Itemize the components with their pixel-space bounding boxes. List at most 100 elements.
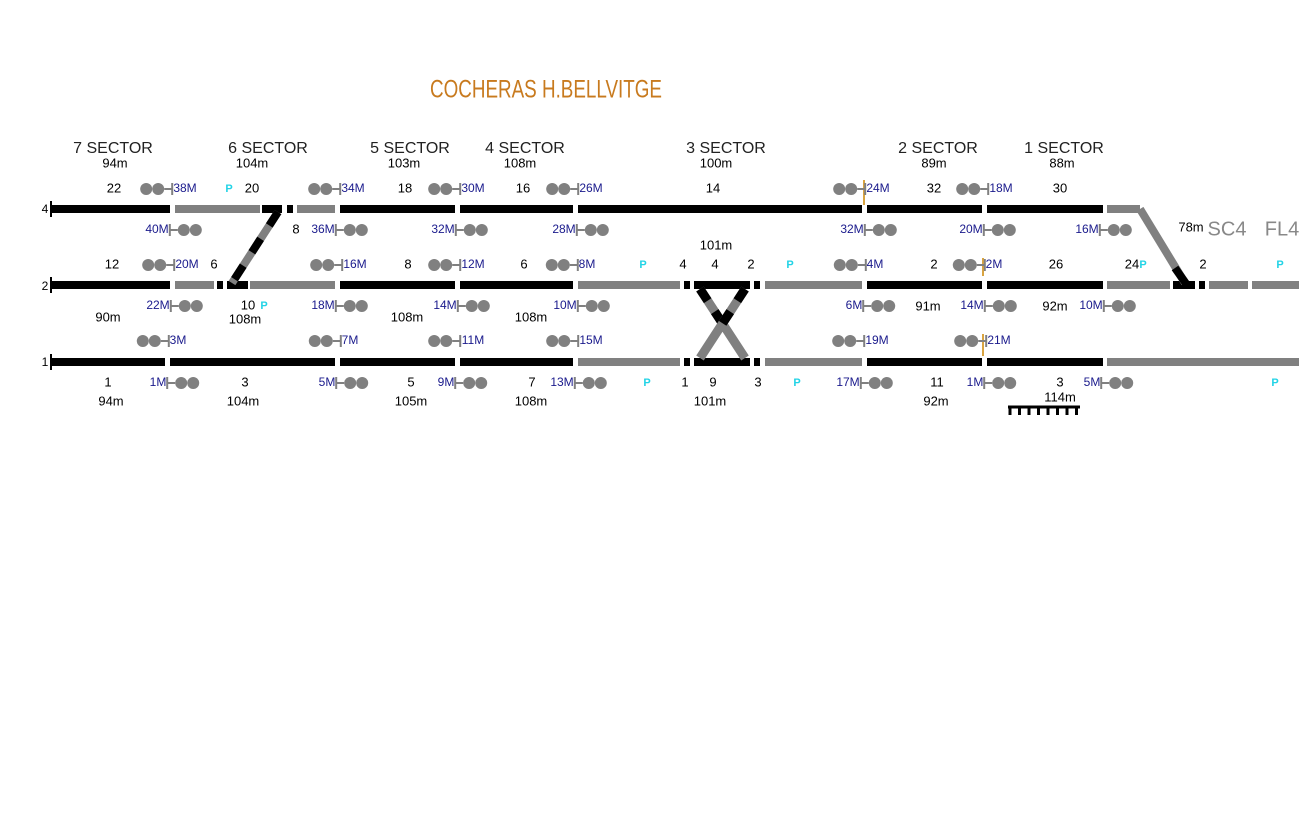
track-label: 104m bbox=[227, 393, 260, 408]
signal-label: 20M bbox=[175, 257, 198, 271]
signal-label: 40M bbox=[145, 222, 168, 236]
signal-lamp bbox=[322, 259, 335, 271]
signal-lamp bbox=[956, 183, 969, 195]
signal-label: 28M bbox=[552, 222, 575, 236]
signal-label: 30M bbox=[461, 181, 484, 195]
track-label: 8 bbox=[404, 256, 411, 271]
screen-title: COCHERAS H.BELLVITGE bbox=[430, 76, 662, 104]
sector-name: 1 SECTOR bbox=[1024, 140, 1104, 157]
signal-label: 1M bbox=[967, 375, 984, 389]
signal-lamp bbox=[845, 183, 858, 195]
signal-lamp bbox=[585, 300, 598, 312]
track-label: 3 bbox=[241, 374, 248, 389]
signal-lamp bbox=[440, 335, 453, 347]
signal-lamp bbox=[833, 183, 846, 195]
track-label: 91m bbox=[915, 298, 940, 313]
track-label: 9 bbox=[709, 374, 716, 389]
signal-lamp bbox=[1004, 377, 1017, 389]
signal-lamp bbox=[428, 259, 441, 271]
signal-lamp bbox=[880, 377, 893, 389]
sector-name: 4 SECTOR bbox=[485, 140, 565, 157]
signal-label: 15M bbox=[579, 333, 602, 347]
signal-lamp bbox=[343, 224, 356, 236]
track-label: 11 bbox=[930, 374, 944, 389]
signal-lamp bbox=[991, 224, 1004, 236]
track-label: 16 bbox=[516, 180, 530, 195]
track-label: 8 bbox=[292, 221, 299, 236]
signal-lamp bbox=[845, 259, 858, 271]
signal-lamp bbox=[154, 259, 167, 271]
track-label: 1 bbox=[104, 374, 111, 389]
signal-label: 32M bbox=[431, 222, 454, 236]
signal-lamp bbox=[189, 224, 202, 236]
signal-label: 8M bbox=[579, 257, 596, 271]
sector-name: 6 SECTOR bbox=[228, 140, 308, 157]
track-label: 108m bbox=[515, 393, 548, 408]
signal-label: 36M bbox=[311, 222, 334, 236]
signal-lamp bbox=[558, 183, 571, 195]
signal-lamp bbox=[558, 335, 571, 347]
signal-lamp bbox=[966, 335, 979, 347]
signal-label: 32M bbox=[840, 222, 863, 236]
signal-lamp bbox=[884, 224, 897, 236]
track-label: 101m bbox=[694, 393, 727, 408]
signal-label: 6M bbox=[846, 298, 863, 312]
signal-label: 9M bbox=[438, 375, 455, 389]
signal-lamp bbox=[190, 300, 203, 312]
signal-lamp bbox=[310, 259, 323, 271]
track-label: 78m bbox=[1178, 219, 1203, 234]
track-label: 2 bbox=[930, 256, 937, 271]
sector-length: 89m bbox=[921, 155, 946, 170]
track-label: 22 bbox=[107, 180, 121, 195]
sector-length: 108m bbox=[504, 155, 537, 170]
sector-length: 100m bbox=[700, 155, 733, 170]
crossover bbox=[1171, 265, 1191, 288]
scissors-crossover bbox=[696, 286, 749, 361]
signal-lamp bbox=[1123, 300, 1136, 312]
track-label: 105m bbox=[395, 393, 428, 408]
signal-label: 14M bbox=[433, 298, 456, 312]
signal-label: 5M bbox=[319, 375, 336, 389]
signal-label: 3M bbox=[170, 333, 187, 347]
signal-lamp bbox=[463, 224, 476, 236]
signal-lamp bbox=[140, 183, 153, 195]
signal-lamp bbox=[136, 335, 149, 347]
signal-label: 4M bbox=[867, 257, 884, 271]
signal-lamp bbox=[1107, 224, 1120, 236]
signal-label: 20M bbox=[959, 222, 982, 236]
signal-label: 24M bbox=[866, 181, 889, 195]
signal-lamp bbox=[440, 259, 453, 271]
signal-lamp bbox=[344, 377, 357, 389]
track-label: 108m bbox=[391, 309, 424, 324]
signal-lamp bbox=[1004, 300, 1017, 312]
parking-marker: P bbox=[1276, 259, 1283, 271]
signal-lamp bbox=[546, 335, 559, 347]
signal-lamp bbox=[596, 224, 609, 236]
track-label: 2 bbox=[1199, 256, 1206, 271]
parking-marker: P bbox=[225, 183, 232, 195]
signal-lamp bbox=[964, 259, 977, 271]
sector-name: 3 SECTOR bbox=[686, 140, 766, 157]
signal-lamp bbox=[1003, 224, 1016, 236]
parking-marker: P bbox=[1139, 259, 1146, 271]
track-number: 1 bbox=[42, 355, 49, 369]
signal-lamp bbox=[868, 377, 881, 389]
signal-lamp bbox=[428, 335, 441, 347]
track-label: 26 bbox=[1049, 256, 1063, 271]
signal-label: 17M bbox=[836, 375, 859, 389]
signal-lamp bbox=[320, 335, 333, 347]
signal-lamp bbox=[177, 224, 190, 236]
track-label: 4 bbox=[711, 256, 718, 271]
signal-lamp bbox=[465, 300, 478, 312]
track-label: 2 bbox=[747, 256, 754, 271]
signal-lamp bbox=[187, 377, 200, 389]
signal-label: 7M bbox=[342, 333, 359, 347]
track-label: 24 bbox=[1125, 256, 1139, 271]
signal-lamp bbox=[356, 377, 369, 389]
signal-lamp bbox=[1119, 224, 1132, 236]
signal-lamp bbox=[343, 300, 356, 312]
track-label: 3 bbox=[754, 374, 761, 389]
signal-label: 13M bbox=[550, 375, 573, 389]
line-label: SC4 bbox=[1208, 218, 1247, 240]
sector-length: 88m bbox=[1049, 155, 1074, 170]
